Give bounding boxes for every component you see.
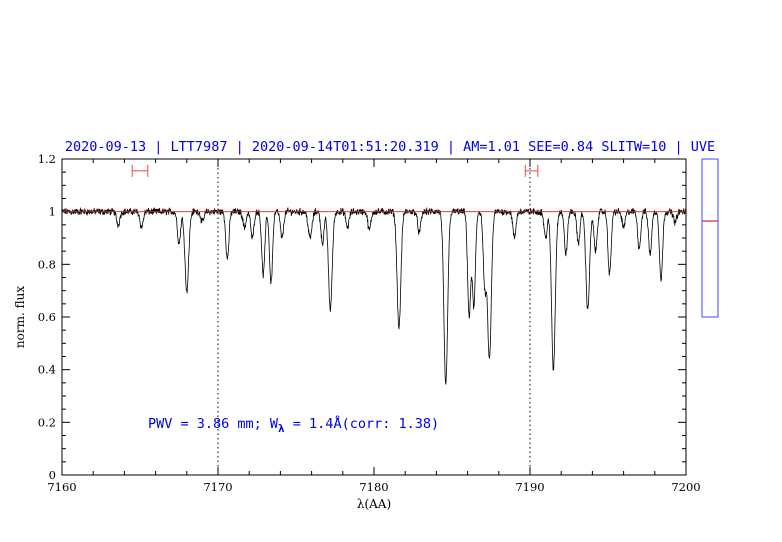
y-tick-label: 0.2 [38, 415, 56, 429]
pwv-annotation: PWV = 3.86 mm; Wλ = 1.4Å(corr: 1.38) [148, 415, 439, 435]
side-box [701, 158, 719, 318]
x-tick-label: 7170 [203, 480, 232, 494]
x-axis-label: λ(AA) [357, 497, 391, 511]
x-tick-label: 7160 [47, 480, 76, 494]
y-tick-label: 0 [49, 468, 56, 482]
x-tick-label: 7200 [671, 480, 700, 494]
pwv-text: PWV = 3.86 mm; W [148, 416, 279, 432]
x-tick-label: 7190 [515, 480, 544, 494]
y-tick-label: 1 [49, 205, 56, 219]
y-axis: 0 0.2 0.4 0.6 0.8 1 1.2 [38, 152, 686, 482]
y-tick-label: 0.4 [38, 363, 56, 377]
range-markers [131, 164, 539, 177]
range-marker [131, 164, 149, 177]
x-tick-label: 7180 [359, 480, 388, 494]
pwv-value: = 1.4Å(corr: 1.38) [285, 415, 439, 432]
y-axis-label: norm. flux [13, 286, 27, 348]
spectrum-line [61, 206, 687, 385]
chart-title: 2020-09-13 | LTT7987 | 2020-09-14T01:51:… [65, 139, 715, 155]
w-subscript: λ [278, 422, 285, 435]
range-marker [524, 164, 539, 177]
plot-frame [61, 158, 687, 476]
reference-lines [217, 159, 531, 475]
spectrum-series [61, 206, 687, 385]
x-axis: 7160 7170 7180 7190 7200 [47, 159, 701, 494]
y-tick-label: 0.8 [38, 257, 56, 271]
side-panel [701, 158, 719, 318]
y-tick-label: 1.2 [38, 152, 56, 166]
y-tick-label: 0.6 [38, 310, 56, 324]
